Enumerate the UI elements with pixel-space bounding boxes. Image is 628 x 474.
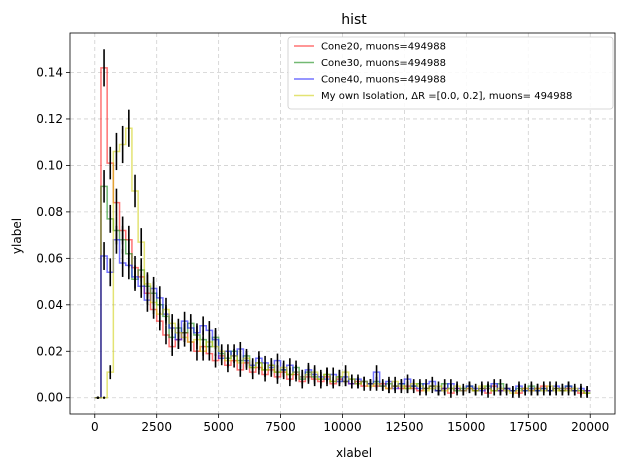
x-tick-label: 10000 xyxy=(323,420,361,434)
x-tick-label: 7500 xyxy=(265,420,296,434)
y-tick-label: 0.14 xyxy=(36,65,63,79)
y-tick-label: 0.04 xyxy=(36,298,63,312)
legend-label: My own Isolation, ΔR =[0.0, 0.2], muons=… xyxy=(321,91,572,102)
x-tick-label: 12500 xyxy=(385,420,423,434)
y-tick-label: 0.02 xyxy=(36,344,63,358)
x-tick-label: 15000 xyxy=(447,420,485,434)
x-tick-label: 20000 xyxy=(571,420,609,434)
legend-label: Cone40, muons=494988 xyxy=(321,75,446,86)
x-tick-label: 0 xyxy=(91,420,99,434)
error-bars-layer xyxy=(96,49,588,399)
y-tick-label: 0.12 xyxy=(36,112,63,126)
x-axis-label: xlabel xyxy=(336,446,372,460)
x-tick-label: 2500 xyxy=(141,420,172,434)
y-tick-label: 0.10 xyxy=(36,158,63,172)
data-point xyxy=(102,396,106,399)
y-tick-label: 0.08 xyxy=(36,205,63,219)
x-axis-ticks: 0 2500 5000 7500 10000 12500 15000 17500 20000 xyxy=(91,414,609,434)
data-point xyxy=(96,396,100,399)
series-line-3 xyxy=(94,127,591,399)
chart-title: hist xyxy=(341,12,367,28)
legend-box xyxy=(287,36,614,110)
y-axis-ticks: 0.00 0.02 0.04 0.06 0.08 0.10 0.12 0.14 xyxy=(36,65,70,405)
y-tick-label: 0.00 xyxy=(36,391,63,405)
x-tick-label: 17500 xyxy=(509,420,547,434)
legend-label: Cone30, muons=494988 xyxy=(321,58,446,69)
legend-label: Cone20, muons=494988 xyxy=(321,42,446,53)
y-tick-label: 0.06 xyxy=(36,251,63,265)
x-tick-label: 5000 xyxy=(203,420,234,434)
y-axis-label: ylabel xyxy=(10,218,24,254)
legend: Cone20, muons=494988 Cone30, muons=494988… xyxy=(287,36,614,110)
